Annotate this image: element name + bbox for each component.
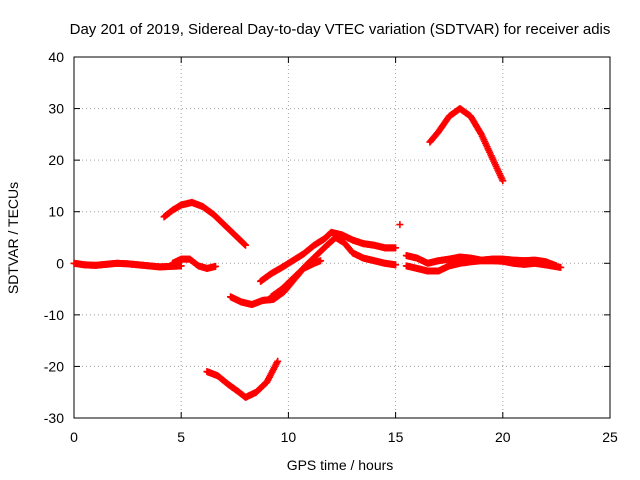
data-point [396, 221, 404, 229]
y-axis-label: SDTVAR / TECUs [5, 182, 21, 294]
y-tick-label: -10 [44, 307, 64, 323]
data-point [177, 262, 185, 270]
series-arc-7 [267, 257, 325, 301]
x-tick-label: 15 [388, 429, 404, 445]
y-tick-label: 10 [48, 204, 64, 220]
series-arc-4 [203, 357, 282, 401]
x-tick-label: 20 [495, 429, 511, 445]
series-arc-2 [160, 198, 250, 249]
series-arc-8 [396, 221, 404, 229]
data-point [242, 241, 250, 249]
axis-ticks: 0 5 10 15 20 25 -30 -20 -10 0 10 20 30 40 [44, 49, 618, 445]
data-points [70, 105, 565, 401]
data-point [317, 257, 325, 265]
data-point [392, 261, 400, 269]
data-point [557, 263, 565, 271]
y-tick-label: -30 [44, 410, 64, 426]
data-point [274, 357, 282, 365]
x-axis-label: GPS time / hours [287, 457, 394, 473]
x-tick-label: 0 [70, 429, 78, 445]
x-tick-label: 10 [281, 429, 297, 445]
y-tick-label: 30 [48, 101, 64, 117]
grid-lines [74, 57, 610, 418]
series-arc-10 [402, 257, 565, 275]
x-tick-label: 5 [177, 429, 185, 445]
series-arc-3 [169, 255, 220, 272]
series-arc-6 [257, 228, 400, 285]
y-tick-label: 40 [48, 49, 64, 65]
series-arc-11 [426, 105, 507, 185]
data-point [212, 262, 220, 270]
x-tick-label: 25 [602, 429, 618, 445]
y-tick-label: 20 [48, 152, 64, 168]
chart-title: Day 201 of 2019, Sidereal Day-to-day VTE… [70, 21, 611, 38]
y-tick-label: 0 [56, 255, 64, 271]
plot-frame [73, 56, 611, 419]
data-point [392, 244, 400, 252]
data-point [499, 177, 507, 185]
series-arc-1 [70, 259, 185, 271]
y-tick-label: -20 [44, 358, 64, 374]
